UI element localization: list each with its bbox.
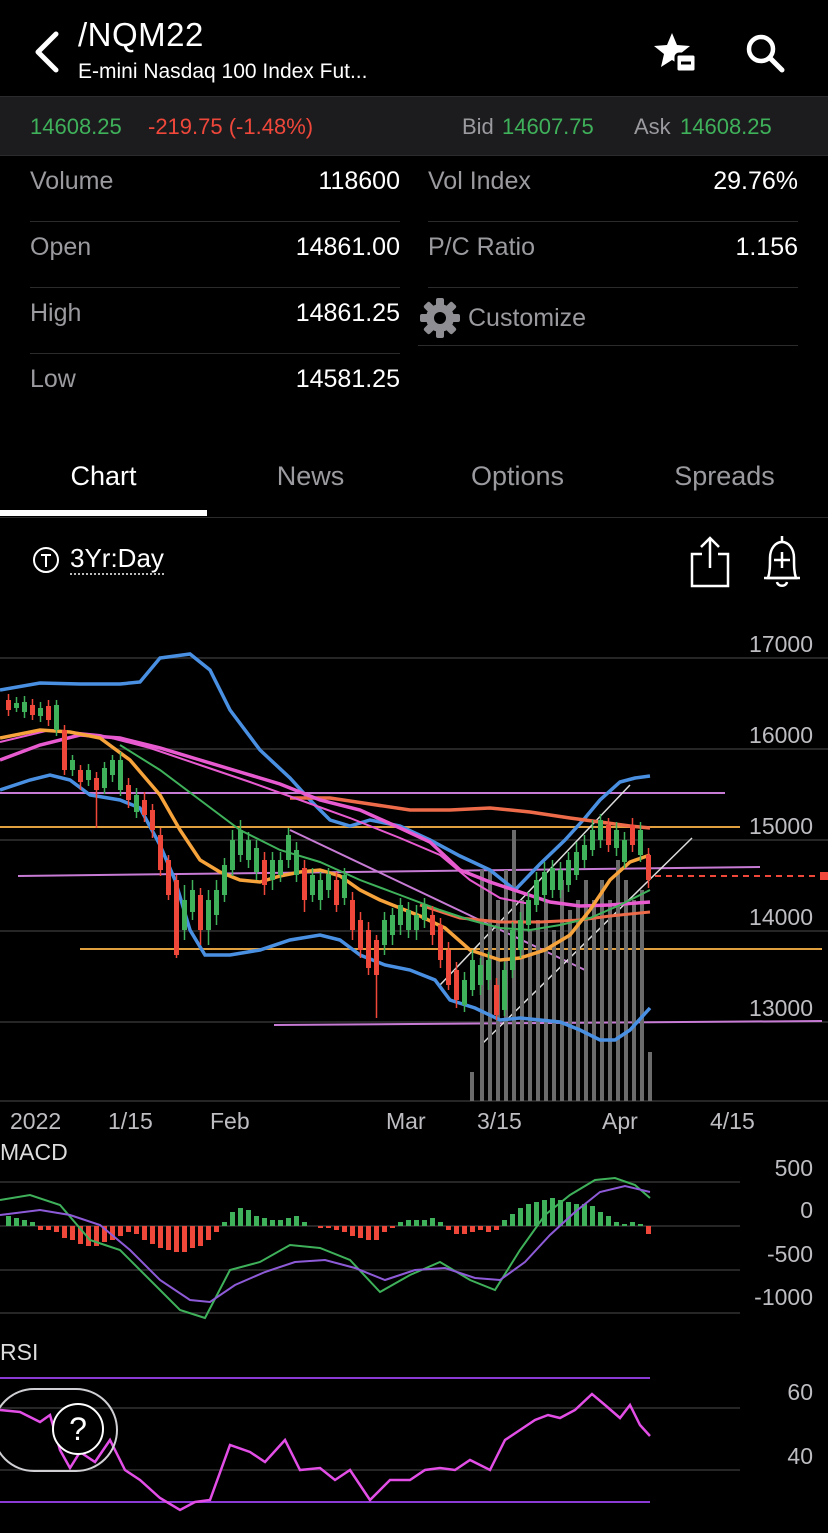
search-button[interactable] <box>742 30 788 76</box>
search-icon <box>746 34 785 73</box>
macd-tick: 500 <box>775 1155 813 1181</box>
stat-open: Open 14861.00 <box>30 222 400 288</box>
price-tick: 17000 <box>749 631 813 657</box>
price-tick: 13000 <box>749 995 813 1021</box>
date-tick: Mar <box>386 1108 426 1134</box>
price-tick: 16000 <box>749 722 813 748</box>
stat-value: 14861.00 <box>295 233 400 261</box>
last-price: 14608.25 <box>30 114 122 139</box>
price-axis: 17000 16000 15000 14000 13000 <box>749 631 813 1021</box>
share-icon <box>690 536 730 588</box>
app-header: /NQM22 E-mini Nasdaq 100 Index Fut... <box>0 0 828 96</box>
price-gridlines <box>0 657 828 1102</box>
time-range-label: 3Yr:Day <box>70 543 164 575</box>
back-button[interactable] <box>28 28 68 76</box>
date-tick: 2022 <box>10 1108 61 1134</box>
price-chart[interactable]: 17000 16000 15000 14000 13000 2022 1/15 … <box>0 600 828 1533</box>
bid-price: 14607.75 <box>502 114 594 139</box>
customize-button[interactable]: Customize <box>418 296 798 346</box>
ask-price: 14608.25 <box>680 114 772 139</box>
stat-vol-index: Vol Index 29.76% <box>428 156 798 222</box>
share-button[interactable] <box>688 534 732 590</box>
tab-options[interactable]: Options <box>470 461 565 491</box>
price-tick: 15000 <box>749 813 813 839</box>
stat-label: Low <box>30 365 76 393</box>
date-axis: 2022 1/15 Feb Mar 3/15 Apr 4/15 <box>10 1108 755 1134</box>
stat-low: Low 14581.25 <box>30 354 400 420</box>
rsi-tick: 60 <box>787 1379 813 1405</box>
date-tick: 1/15 <box>108 1108 153 1134</box>
help-button[interactable]: ? <box>52 1403 104 1455</box>
ask-label: Ask <box>634 114 671 139</box>
watchlist-button[interactable] <box>652 30 698 76</box>
stat-label: High <box>30 299 82 327</box>
date-tick: Feb <box>210 1108 250 1134</box>
stat-value: 29.76% <box>713 167 798 195</box>
candlesticks <box>6 694 651 1020</box>
macd-label: MACD <box>0 1139 68 1165</box>
stats-panel: Volume 118600 Open 14861.00 High 14861.2… <box>0 156 828 416</box>
price-tick: 14000 <box>749 904 813 930</box>
macd-histogram <box>6 1198 651 1252</box>
stat-label: Vol Index <box>428 167 531 195</box>
stat-value: 118600 <box>318 167 400 195</box>
bollinger-bands <box>0 652 652 1042</box>
stat-label: Volume <box>30 167 114 195</box>
customize-label: Customize <box>468 304 587 332</box>
stat-value: 14581.25 <box>295 365 400 393</box>
rsi-label: RSI <box>0 1339 38 1365</box>
moving-averages <box>0 728 651 962</box>
date-tick: Apr <box>602 1108 638 1134</box>
stat-label: P/C Ratio <box>428 233 535 261</box>
macd-tick: -500 <box>767 1241 813 1267</box>
chevron-left-icon <box>35 31 59 73</box>
stat-label: Open <box>30 233 92 261</box>
stat-value: 1.156 <box>735 233 798 261</box>
rsi-tick: 40 <box>787 1443 813 1469</box>
clock-icon <box>33 547 59 573</box>
rsi-panel: RSI 60 40 <box>0 1339 813 1512</box>
date-tick: 3/15 <box>477 1108 522 1134</box>
active-tab-indicator <box>0 510 207 516</box>
macd-tick: 0 <box>800 1197 813 1223</box>
tab-news[interactable]: News <box>276 461 345 491</box>
stat-pc-ratio: P/C Ratio 1.156 <box>428 222 798 288</box>
instrument-name: E-mini Nasdaq 100 Index Fut... <box>78 60 368 83</box>
stat-volume: Volume 118600 <box>30 156 400 222</box>
symbol-title: /NQM22 <box>78 16 204 53</box>
macd-tick: -1000 <box>754 1284 813 1310</box>
add-alert-button[interactable] <box>760 534 804 590</box>
macd-panel: MACD 500 0 -500 -1000 <box>0 1139 813 1320</box>
tab-bar: Chart News Options Spreads <box>0 440 828 518</box>
gear-icon <box>420 298 460 338</box>
help-pill <box>0 1388 118 1472</box>
tab-chart[interactable]: Chart <box>70 461 137 491</box>
quote-bar: 14608.25 -219.75 (-1.48%) Bid 14607.75 A… <box>0 96 828 156</box>
date-tick: 4/15 <box>710 1108 755 1134</box>
tab-spreads[interactable]: Spreads <box>674 461 775 491</box>
bid-label: Bid <box>462 114 494 139</box>
stat-value: 14861.25 <box>295 299 400 327</box>
stat-high: High 14861.25 <box>30 288 400 354</box>
add-alert-bell-icon <box>764 536 800 587</box>
price-change: -219.75 (-1.48%) <box>148 114 314 139</box>
star-remove-icon <box>654 33 698 74</box>
